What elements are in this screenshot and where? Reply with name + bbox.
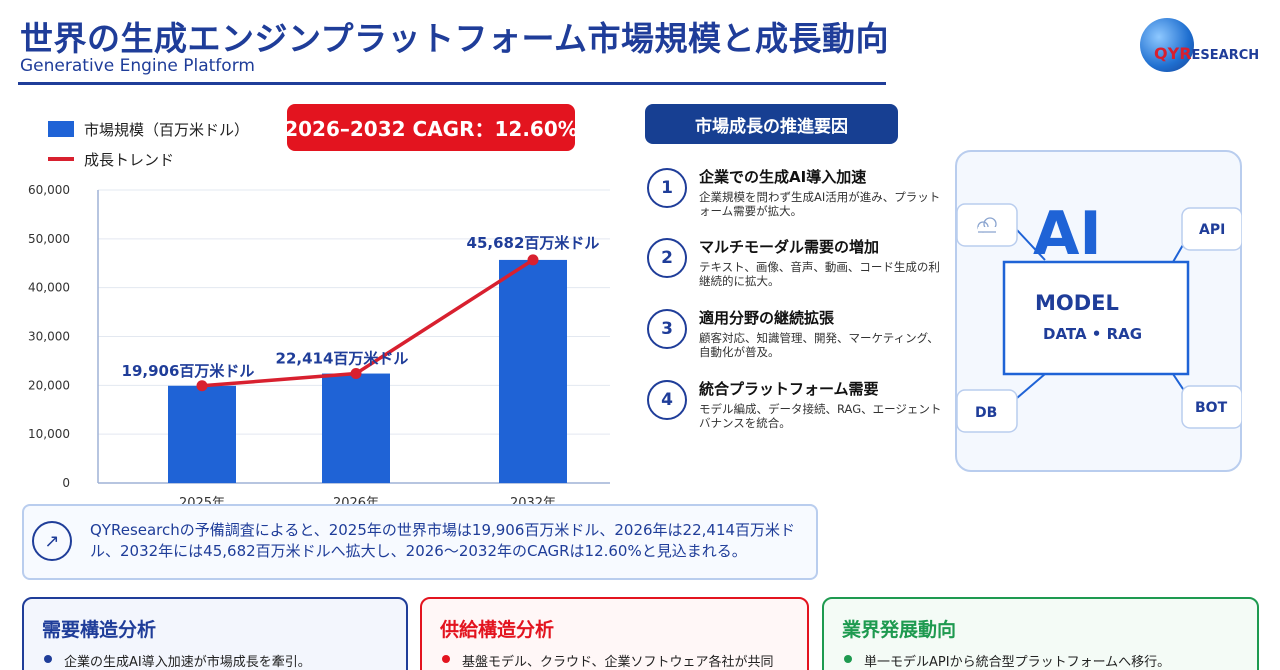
page-title: 世界の生成エンジンプラットフォーム市場規模と成長動向 xyxy=(20,19,890,58)
data-label: 45,682百万米ドル xyxy=(467,234,600,252)
legend-line-swatch xyxy=(48,157,74,161)
y-tick-label: 20,000 xyxy=(28,378,70,392)
cloud-icon xyxy=(977,217,997,233)
logo-wordmark: QYRESEARCH xyxy=(1154,44,1260,63)
bar xyxy=(499,259,567,483)
model-label: MODEL xyxy=(1035,291,1119,315)
bullet-icon xyxy=(442,655,450,663)
x-tick-label: 2025年 xyxy=(179,496,225,505)
driver-title: 統合プラットフォーム需要 xyxy=(699,380,879,398)
bar xyxy=(168,385,236,483)
ai-label: AI xyxy=(1033,199,1102,269)
legend-item-bar: 市場規模（百万米ドル） xyxy=(48,116,249,142)
industry-trend-panel: 業界発展動向 単一モデルAPIから統合型プラットフォームへ移行。 xyxy=(822,597,1259,670)
driver-item: 3 適用分野の継続拡張 顧客対応、知識管理、開発、マーケティング、 自動化が普及… xyxy=(647,305,957,371)
driver-title: マルチモーダル需要の増加 xyxy=(699,238,880,256)
bot-label: BOT xyxy=(1195,400,1228,416)
panel-title: 需要構造分析 xyxy=(42,619,157,641)
driver-desc: 企業規模を問わず生成AI活用が進み、プラット ォーム需要が拡大。 xyxy=(699,190,941,218)
trend-point xyxy=(196,380,208,392)
data-rag-label: DATA • RAG xyxy=(1043,325,1142,343)
data-label: 19,906百万米ドル xyxy=(122,362,255,380)
driver-number: 1 xyxy=(647,168,687,208)
panel-list-item: 企業の生成AI導入加速が市場成長を牽引。 xyxy=(44,651,311,670)
trend-arrow-icon: ↗ xyxy=(32,521,72,561)
data-label: 22,414百万米ドル xyxy=(276,350,409,368)
globe-icon xyxy=(1140,18,1194,72)
bullet-icon xyxy=(44,655,52,663)
cagr-badge: 2026–2032 CAGR：12.60% xyxy=(284,104,578,151)
title-divider xyxy=(18,82,886,85)
y-tick-label: 0 xyxy=(62,476,70,490)
bar xyxy=(322,373,390,483)
panel-title: 業界発展動向 xyxy=(842,619,957,641)
legend-bar-swatch xyxy=(48,121,74,137)
driver-item: 4 統合プラットフォーム需要 モデル編成、データ接続、RAG、エージェント バナ… xyxy=(647,376,957,442)
db-label: DB xyxy=(975,405,997,421)
page-subtitle: Generative Engine Platform xyxy=(20,56,255,76)
x-tick-label: 2032年 xyxy=(510,496,556,505)
demand-analysis-panel: 需要構造分析 企業の生成AI導入加速が市場成長を牽引。 xyxy=(22,597,408,670)
legend-bar-label: 市場規模（百万米ドル） xyxy=(84,120,250,139)
ai-platform-illustration: AI MODEL DATA • RAG API DB BOT xyxy=(955,150,1242,472)
driver-title: 適用分野の継続拡張 xyxy=(699,309,835,327)
db-node xyxy=(956,389,1018,433)
driver-desc: 顧客対応、知識管理、開発、マーケティング、 自動化が普及。 xyxy=(699,331,939,359)
connector-line xyxy=(1016,373,1046,399)
driver-item: 2 マルチモーダル需要の増加 テキスト、画像、音声、動画、コード生成の利 継続的… xyxy=(647,234,957,300)
y-tick-label: 10,000 xyxy=(28,427,70,441)
summary-text: QYResearchの予備調査によると、2025年の世界市場は19,906百万米… xyxy=(90,521,796,560)
qyresearch-logo: QYRESEARCH xyxy=(1138,18,1268,76)
supply-analysis-panel: 供給構造分析 基盤モデル、クラウド、企業ソフトウェア各社が共同 xyxy=(420,597,809,670)
driver-number: 3 xyxy=(647,309,687,349)
connector-line xyxy=(1016,229,1046,261)
summary-box: ↗ QYResearchの予備調査によると、2025年の世界市場は19,906百… xyxy=(22,504,818,580)
ai-diagram: AI MODEL DATA • RAG API DB BOT xyxy=(956,199,1242,433)
trend-point xyxy=(527,254,539,266)
legend-item-line: 成長トレンド xyxy=(48,146,249,172)
driver-number: 4 xyxy=(647,380,687,420)
panel-list-item: 単一モデルAPIから統合型プラットフォームへ移行。 xyxy=(844,651,1170,670)
panel-title: 供給構造分析 xyxy=(440,619,555,641)
driver-title: 企業での生成AI導入加速 xyxy=(699,168,867,186)
bot-node xyxy=(1181,385,1242,429)
api-label: API xyxy=(1199,222,1225,238)
y-tick-label: 30,000 xyxy=(28,330,70,344)
driver-number: 2 xyxy=(647,238,687,278)
y-tick-label: 60,000 xyxy=(28,183,70,197)
chart-legend: 市場規模（百万米ドル） 成長トレンド xyxy=(48,116,249,176)
driver-item: 1 企業での生成AI導入加速 企業規模を問わず生成AI活用が進み、プラット ォー… xyxy=(647,164,957,230)
driver-desc: モデル編成、データ接続、RAG、エージェント バナンスを統合。 xyxy=(699,402,942,430)
trend-point xyxy=(350,368,362,380)
bullet-icon xyxy=(844,655,852,663)
y-tick-label: 40,000 xyxy=(28,281,70,295)
legend-line-label: 成長トレンド xyxy=(84,150,175,169)
y-tick-label: 50,000 xyxy=(28,232,70,246)
api-node xyxy=(1181,207,1242,251)
driver-desc: テキスト、画像、音声、動画、コード生成の利 継続的に拡大。 xyxy=(699,260,940,288)
model-box xyxy=(1002,260,1190,376)
drivers-header: 市場成長の推進要因 xyxy=(645,104,898,144)
panel-list-item: 基盤モデル、クラウド、企業ソフトウェア各社が共同 xyxy=(442,651,773,670)
x-tick-label: 2026年 xyxy=(333,496,379,505)
market-size-chart: 0 10,000 20,000 30,000 40,000 50,000 60,000 202… xyxy=(28,183,610,505)
